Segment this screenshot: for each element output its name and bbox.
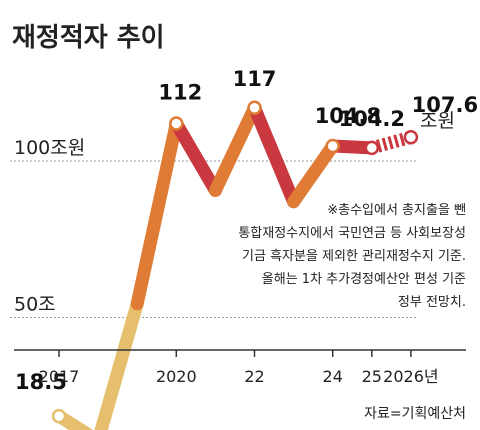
footnote-line-3: 기금 흑자분을 제외한 관리재정수지 기준. (242, 249, 466, 264)
line-segment-2022-2023 (248, 101, 301, 209)
source-label: 자료=기획예산처 (364, 406, 466, 422)
value-label-2024: 104.8 (315, 104, 381, 128)
x-tick-label-2025: 25 (362, 367, 382, 386)
line-segment-2017-2018 (52, 409, 94, 430)
footnote-line-4: 올해는 1차 추가경정예산안 편성 기준 (262, 272, 466, 287)
series-line (52, 101, 413, 430)
footnote-line-5: 정부 전망치. (398, 295, 466, 310)
line-segment-2023-2024 (287, 139, 340, 209)
marker-2020 (169, 116, 184, 131)
value-label-2020: 112 (158, 80, 202, 104)
value-label-2026: 107.6 (412, 93, 478, 117)
data-markers (51, 100, 419, 424)
value-label-2022: 117 (233, 67, 277, 91)
line-segment-2019-2020 (130, 116, 183, 311)
reference-label-100: 100조원 (14, 137, 85, 159)
line-segment-2021-2022 (208, 101, 261, 197)
x-ticks: 2017 2020 22 24 25 2026년 (39, 350, 439, 386)
marker-2022 (247, 100, 262, 116)
marker-2024 (325, 138, 340, 154)
value-label-2017: 18.5 (15, 370, 67, 394)
reference-label-50: 50조 (14, 294, 56, 316)
x-tick-label-2017: 2017 (39, 367, 80, 386)
reference-lines: 100조원 50조 (10, 137, 418, 318)
line-segment-2018-2019 (94, 297, 144, 430)
marker-2026 (403, 129, 419, 145)
unit-label: 조원 (420, 110, 455, 132)
marker-2017 (51, 408, 67, 424)
x-tick-label-2020: 2020 (156, 367, 197, 386)
x-tick-label-2026: 2026년 (383, 367, 438, 386)
footnote-line-1: ※총수입에서 총지출을 뺀 (327, 203, 466, 218)
marker-2025 (364, 140, 380, 156)
footnote: ※총수입에서 총지출을 뺀 통합재정수지에서 국민연금 등 사회보장성 기금 흑… (238, 203, 466, 310)
footnote-line-2: 통합재정수지에서 국민연금 등 사회보장성 (238, 226, 466, 241)
x-tick-label-2024: 24 (323, 367, 343, 386)
chart-title: 재정적자 추이 (12, 23, 165, 53)
line-segment-2020-2021 (169, 116, 222, 197)
value-label-2025: 104.2 (339, 107, 405, 131)
x-tick-label-2022: 22 (244, 367, 264, 386)
